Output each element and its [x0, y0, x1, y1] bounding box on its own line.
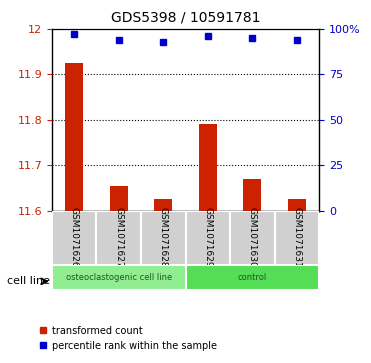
FancyBboxPatch shape [275, 211, 319, 265]
FancyBboxPatch shape [186, 265, 319, 290]
FancyBboxPatch shape [141, 211, 186, 265]
Text: control: control [238, 273, 267, 282]
Bar [243, 179, 261, 211]
FancyBboxPatch shape [186, 211, 230, 265]
Text: osteoclastogenic cell line: osteoclastogenic cell line [66, 273, 172, 282]
FancyBboxPatch shape [230, 211, 275, 265]
Text: GDS5398 / 10591781: GDS5398 / 10591781 [111, 11, 260, 25]
FancyBboxPatch shape [52, 211, 96, 265]
Text: GSM1071629: GSM1071629 [203, 207, 212, 268]
Text: GSM1071627: GSM1071627 [114, 207, 123, 268]
Bar [199, 125, 217, 211]
FancyBboxPatch shape [96, 211, 141, 265]
Bar [65, 63, 83, 211]
Text: GSM1071631: GSM1071631 [292, 207, 301, 268]
FancyBboxPatch shape [52, 265, 186, 290]
Bar [154, 199, 172, 211]
Text: GSM1071628: GSM1071628 [159, 207, 168, 268]
Legend: transformed count, percentile rank within the sample: transformed count, percentile rank withi… [35, 322, 221, 355]
Text: GSM1071626: GSM1071626 [70, 207, 79, 268]
Bar [110, 185, 128, 211]
Text: GSM1071630: GSM1071630 [248, 207, 257, 268]
Bar [288, 199, 306, 211]
Text: cell line: cell line [7, 276, 50, 286]
